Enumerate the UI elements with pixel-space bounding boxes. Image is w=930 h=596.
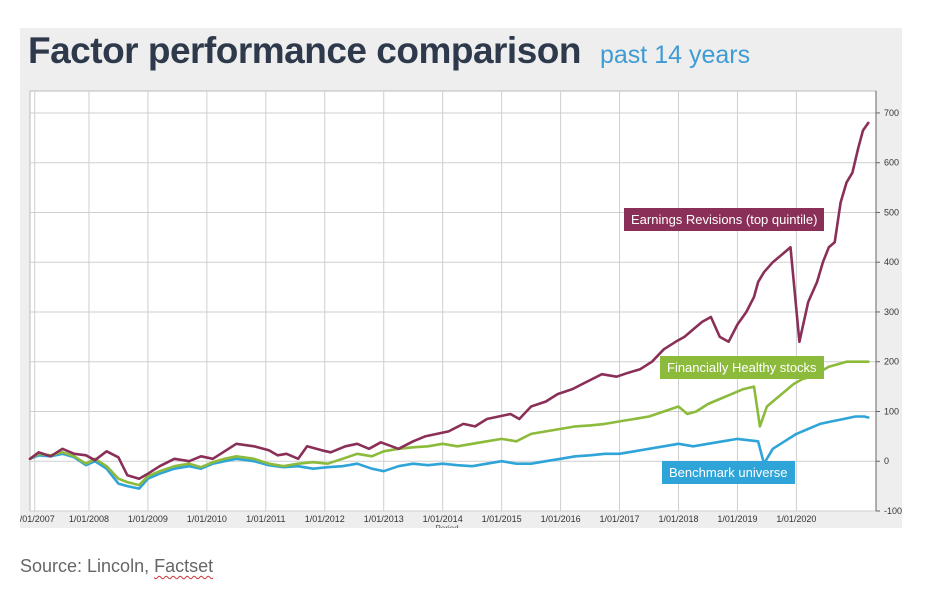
line-chart: 700 600 500 400 300 200 100 0 -100 2/01/2007 1/01/…	[20, 90, 902, 528]
x-tick-label: 1/01/2017	[600, 514, 640, 524]
y-tick-label: 400	[884, 257, 899, 267]
source-factset: Factset	[154, 556, 214, 576]
y-tick-label: 200	[884, 357, 899, 367]
label-financially-healthy: Financially Healthy stocks	[660, 356, 824, 379]
x-tick-label: 1/01/2013	[364, 514, 404, 524]
y-tick-label: 600	[884, 158, 899, 168]
x-axis-label: Period	[435, 524, 458, 528]
chart-subtitle: past 14 years	[600, 41, 751, 69]
x-tick-label: 1/01/2019	[717, 514, 757, 524]
series-line-2	[28, 415, 870, 490]
x-tick-label: 2/01/2007	[20, 514, 55, 524]
label-benchmark-universe: Benchmark universe	[662, 461, 795, 484]
x-tick-label: 1/01/2014	[423, 514, 463, 524]
chart-panel: 700 600 500 400 300 200 100 0 -100 2/01/2007 1/01/…	[20, 28, 902, 528]
x-tick-label: 1/01/2016	[541, 514, 581, 524]
x-tick-label: 1/01/2010	[187, 514, 227, 524]
y-tick-label: 0	[884, 456, 889, 466]
x-tick-label: 1/01/2009	[128, 514, 168, 524]
x-tick-label: 1/01/2018	[658, 514, 698, 524]
x-tick-label: 1/01/2015	[482, 514, 522, 524]
series-line-0	[28, 121, 870, 481]
y-tick-label: 500	[884, 207, 899, 217]
y-tick-label: 700	[884, 108, 899, 118]
series-line-1	[28, 360, 870, 487]
source-note: Source: Lincoln, Factset	[20, 556, 213, 577]
plot-area	[29, 90, 877, 512]
y-tick-label: 100	[884, 406, 899, 416]
x-tick-label: 1/01/2008	[69, 514, 109, 524]
y-tick-label: 300	[884, 307, 899, 317]
x-tick-label: 1/01/2012	[305, 514, 345, 524]
x-tick-label: 1/01/2011	[246, 514, 285, 524]
y-tick-label: -100	[884, 506, 902, 516]
x-tick-label: 1/01/2020	[776, 514, 816, 524]
chart-title: Factor performance comparison	[28, 30, 581, 71]
label-earnings-revisions: Earnings Revisions (top quintile)	[624, 208, 825, 231]
source-prefix: Source: Lincoln,	[20, 556, 155, 576]
